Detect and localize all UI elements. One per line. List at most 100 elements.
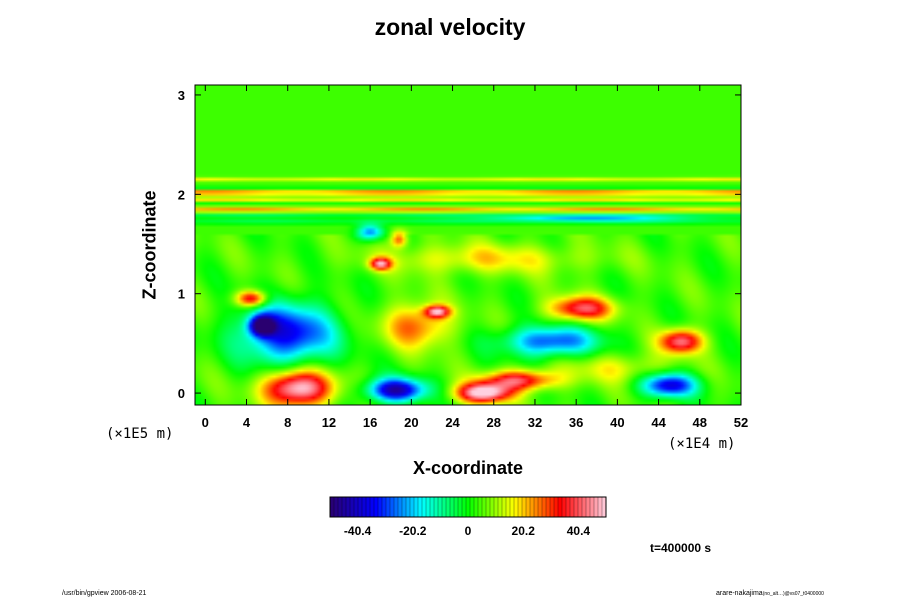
- colorbar-frame: [329, 496, 607, 518]
- colorbar-swatch: [518, 497, 523, 517]
- colorbar-swatch: [466, 497, 471, 517]
- footer-right: arare-nakajima(no_alt…)@vs07_t0400000: [716, 590, 824, 597]
- time-label: t=400000 s: [650, 541, 712, 555]
- colorbar-swatch: [490, 497, 495, 517]
- colorbar-swatch: [350, 497, 355, 517]
- x-tick-label: 28: [487, 415, 501, 430]
- colorbar-swatch: [426, 497, 431, 517]
- colorbar-swatch: [482, 497, 487, 517]
- colorbar-tick-label: -20.2: [399, 524, 427, 538]
- x-tick-label: 20: [404, 415, 418, 430]
- y-tick-label: 3: [178, 88, 185, 103]
- colorbar-swatch: [442, 497, 447, 517]
- colorbar-swatch: [526, 497, 531, 517]
- colorbar-swatch: [386, 497, 391, 517]
- colorbar-swatch: [594, 497, 599, 517]
- colorbar-swatch: [538, 497, 543, 517]
- colorbar-swatch: [510, 497, 515, 517]
- colorbar-swatch: [534, 497, 539, 517]
- colorbar-swatch: [550, 497, 555, 517]
- colorbar-swatch: [402, 497, 407, 517]
- colorbar-swatch: [410, 497, 415, 517]
- x-tick-label: 52: [734, 415, 748, 430]
- x-tick-label: 16: [363, 415, 377, 430]
- colorbar-swatch: [346, 497, 351, 517]
- y-axis-scale-label: (×1E5 m): [106, 426, 174, 442]
- colorbar-swatch: [378, 497, 383, 517]
- colorbar-swatch: [474, 497, 479, 517]
- colorbar-swatch: [498, 497, 503, 517]
- colorbar-swatch: [454, 497, 459, 517]
- colorbar-swatch: [558, 497, 563, 517]
- chart-title: zonal velocity: [374, 14, 526, 40]
- colorbar-swatch: [566, 497, 571, 517]
- colorbar-swatch: [394, 497, 399, 517]
- colorbar-swatch: [418, 497, 423, 517]
- colorbar-swatch: [366, 497, 371, 517]
- colorbar-swatch: [506, 497, 511, 517]
- colorbar-swatch: [434, 497, 439, 517]
- colorbar-swatch: [398, 497, 403, 517]
- x-tick-label: 44: [651, 415, 666, 430]
- colorbar-swatch: [342, 497, 347, 517]
- colorbar-swatch: [338, 497, 343, 517]
- colorbar-swatch: [446, 497, 451, 517]
- y-tick-label: 1: [178, 287, 185, 302]
- y-tick-label: 0: [178, 386, 185, 401]
- colorbar-swatch: [374, 497, 379, 517]
- x-axis-label: X-coordinate: [412, 458, 523, 478]
- colorbar-swatch: [586, 497, 591, 517]
- colorbar-swatch: [330, 497, 335, 517]
- x-tick-label: 8: [284, 415, 291, 430]
- colorbar-swatch: [582, 497, 587, 517]
- x-tick-label: 32: [528, 415, 542, 430]
- colorbar-swatch: [422, 497, 427, 517]
- colorbar-swatch: [494, 497, 499, 517]
- colorbar-swatch: [334, 497, 339, 517]
- y-tick-label: 2: [178, 187, 185, 202]
- x-tick-label: 36: [569, 415, 583, 430]
- colorbar-swatch: [530, 497, 535, 517]
- colorbar-swatch: [470, 497, 475, 517]
- colorbar-swatch: [462, 497, 467, 517]
- colorbar-tick-label: -40.4: [344, 524, 372, 538]
- footer-left: /usr/bin/gpview 2006-08-21: [62, 590, 147, 597]
- colorbar-swatch: [382, 497, 387, 517]
- colorbar-swatch: [438, 497, 443, 517]
- colorbar-swatch: [554, 497, 559, 517]
- x-tick-label: 24: [445, 415, 460, 430]
- colorbar-swatch: [430, 497, 435, 517]
- x-tick-label: 12: [322, 415, 336, 430]
- colorbar-swatch: [414, 497, 419, 517]
- colorbar-swatch: [578, 497, 583, 517]
- x-tick-label: 0: [202, 415, 209, 430]
- plot-frame: [194, 84, 742, 406]
- colorbar-swatch: [450, 497, 455, 517]
- colorbar-swatch: [406, 497, 411, 517]
- colorbar-swatch: [602, 497, 607, 517]
- colorbar-swatch: [362, 497, 367, 517]
- heatmap-layer: [195, 85, 741, 405]
- colorbar-swatch: [486, 497, 491, 517]
- colorbar-swatch: [574, 497, 579, 517]
- colorbar-swatch: [562, 497, 567, 517]
- x-tick-label: 4: [243, 415, 251, 430]
- colorbar-tick-label: 0: [465, 524, 472, 538]
- x-tick-label: 40: [610, 415, 624, 430]
- colorbar-tick-label: 20.2: [512, 524, 536, 538]
- colorbar-swatch: [358, 497, 363, 517]
- colorbar-swatch: [370, 497, 375, 517]
- colorbar-swatch: [522, 497, 527, 517]
- colorbar-swatch: [546, 497, 551, 517]
- footer-right-sub: (no_alt…)@vs07_t0400000: [762, 591, 824, 597]
- colorbar-swatch: [458, 497, 463, 517]
- colorbar: -40.4 -20.2 0 20.2 40.4: [329, 496, 607, 538]
- colorbar-swatch: [390, 497, 395, 517]
- colorbar-tick-label: 40.4: [567, 524, 591, 538]
- colorbar-swatch: [590, 497, 595, 517]
- x-tick-label: 48: [693, 415, 707, 430]
- colorbar-swatch: [542, 497, 547, 517]
- heatmap-image: [195, 85, 741, 405]
